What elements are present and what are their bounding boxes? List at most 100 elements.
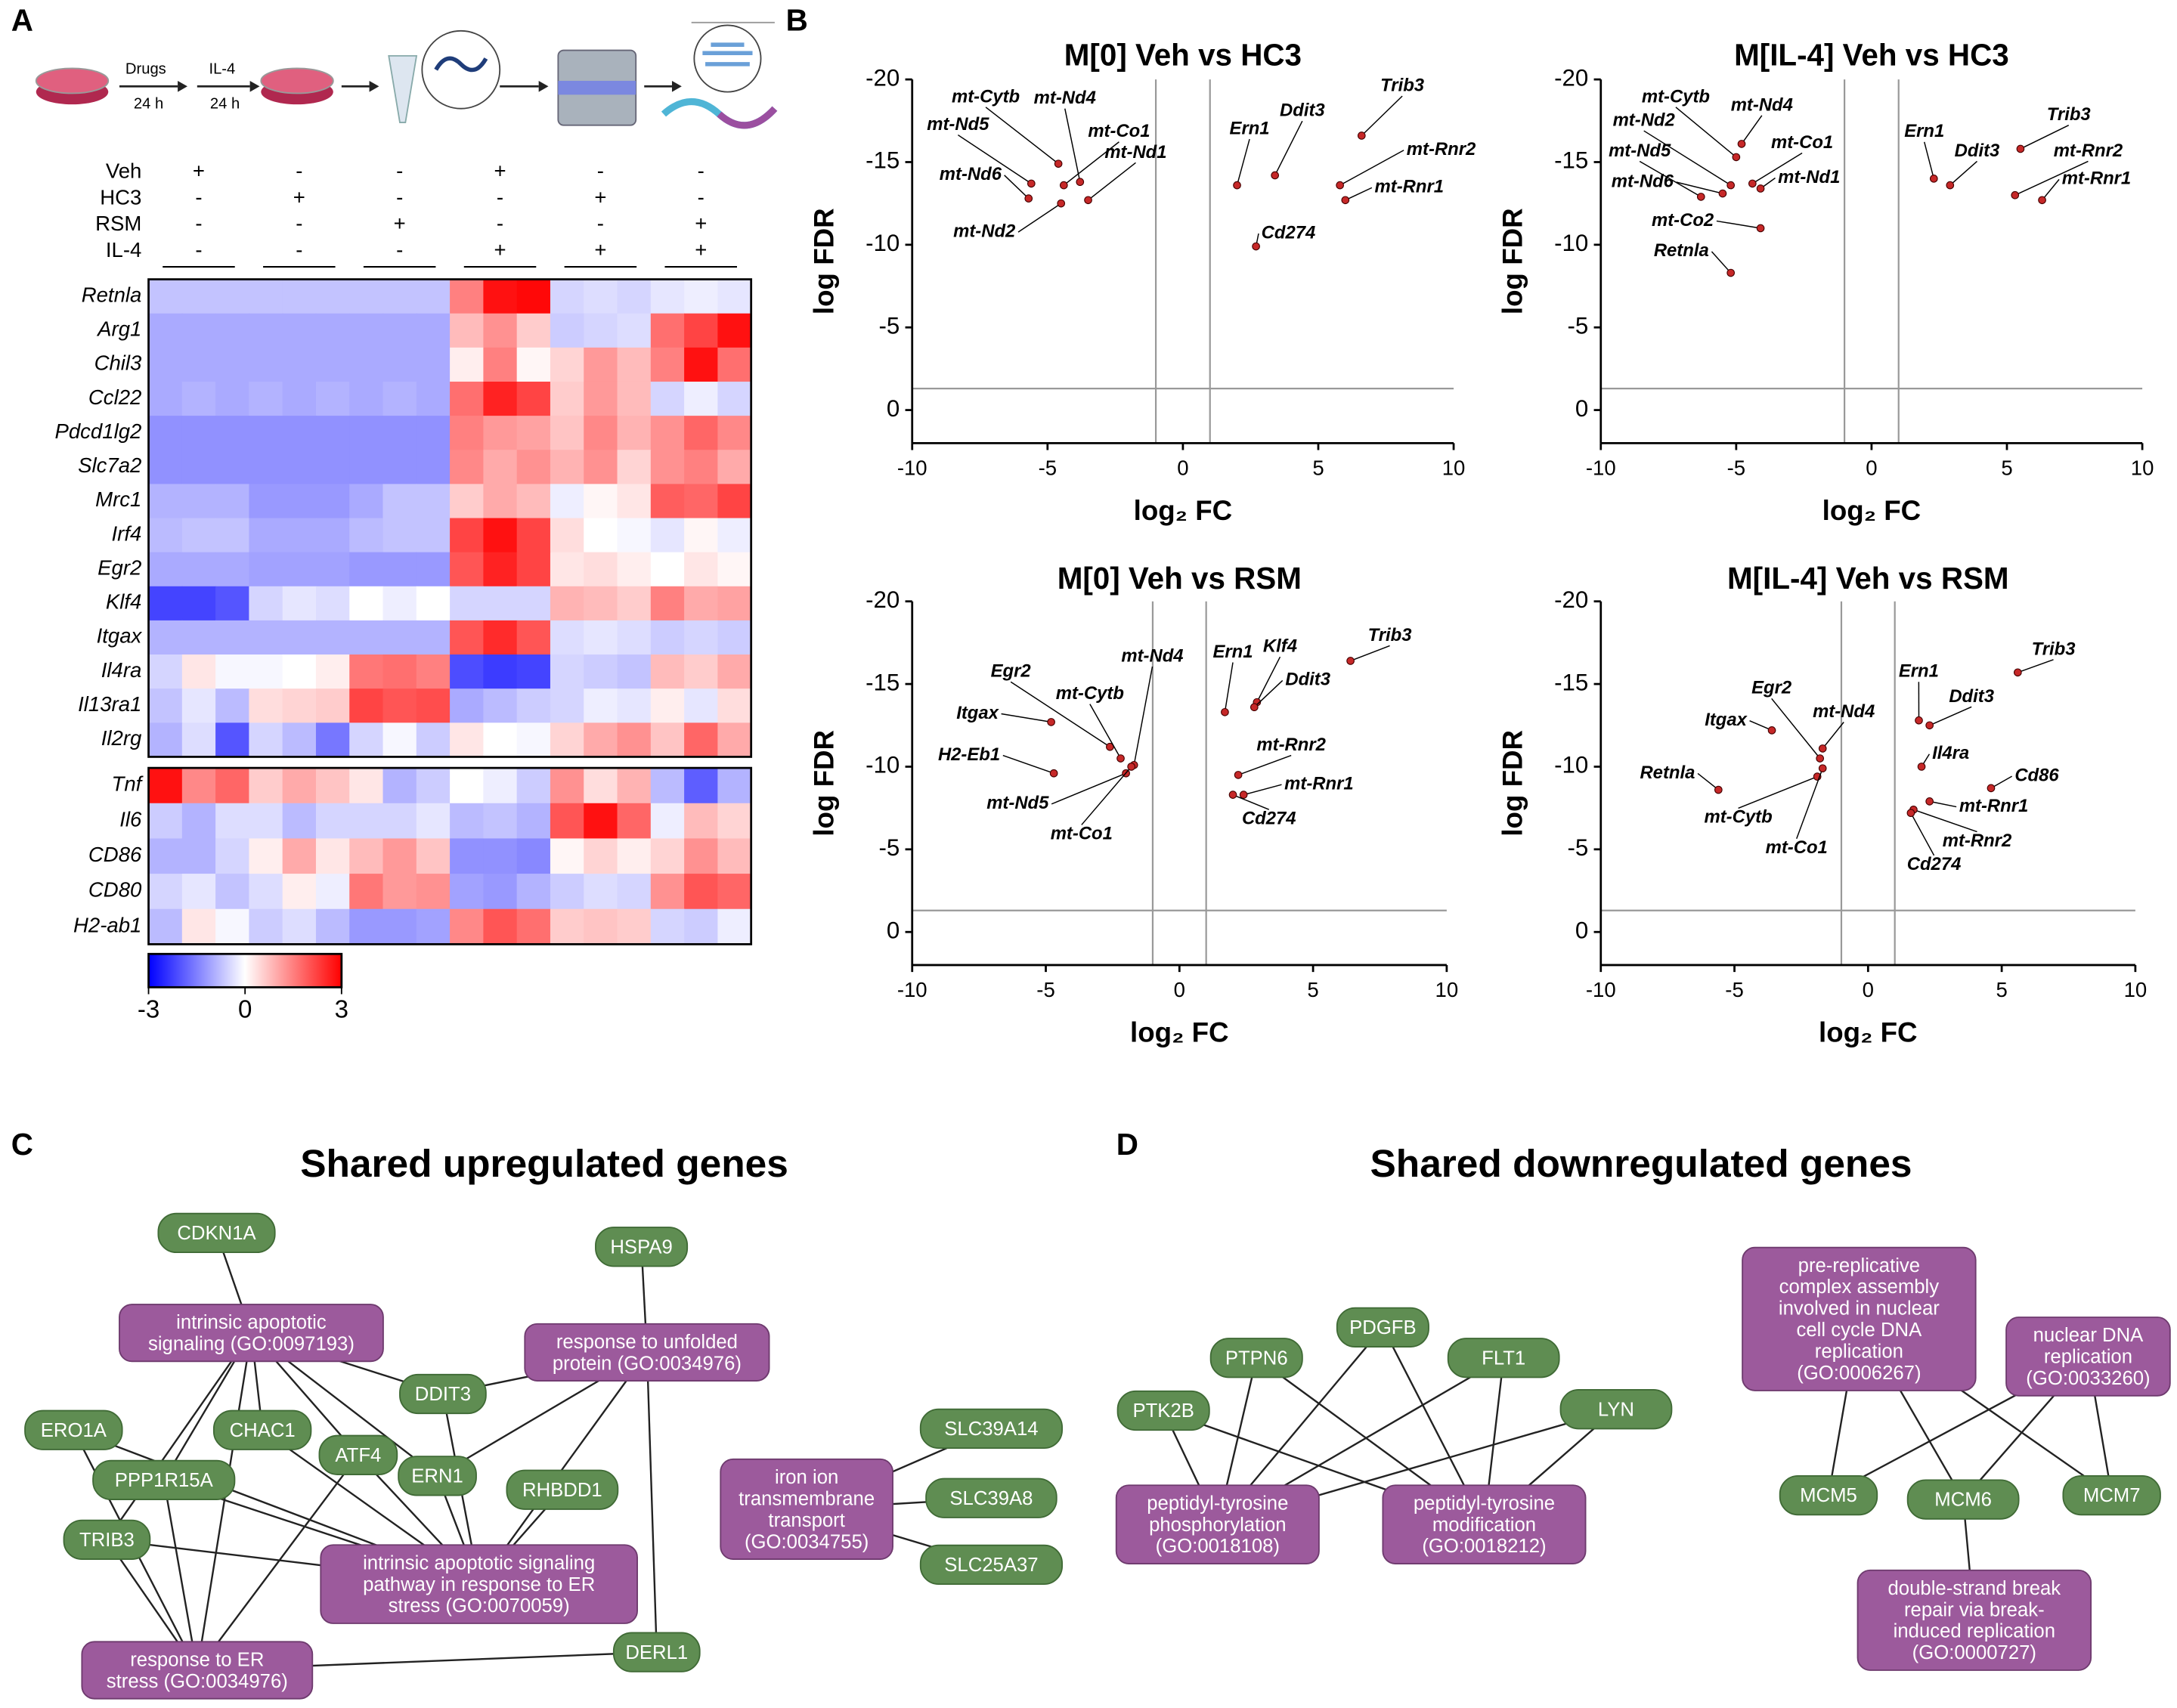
point (1915, 716, 1923, 725)
heatmap-cell (717, 279, 752, 314)
heatmap-cell (315, 552, 350, 587)
heatmap-cell (550, 279, 584, 314)
heatmap-cell (717, 552, 752, 587)
heatmap-cell (483, 313, 518, 348)
heatmap-cell (181, 654, 216, 689)
heatmap-cell (315, 908, 350, 945)
heatmap-cell (550, 586, 584, 621)
gene-annotation: Trib3 (2032, 639, 2076, 659)
heatmap-cell (650, 484, 685, 519)
x-tick-label: 5 (1996, 978, 2007, 1001)
gene-label: Il4ra (101, 658, 142, 682)
leader-line (1924, 141, 1935, 179)
plot-title: M[0] Veh vs HC3 (1064, 37, 1302, 72)
condition-mark: + (494, 238, 506, 261)
y-tick-label: -15 (866, 147, 900, 174)
node-label: CHAC1 (230, 1420, 296, 1441)
heatmap-cell (516, 688, 551, 724)
point (1714, 785, 1723, 794)
node-label: iron ion (775, 1467, 838, 1488)
node-label: PTK2B (1132, 1400, 1194, 1422)
heatmap-cell (148, 347, 183, 382)
point (1732, 153, 1741, 162)
heatmap-cell (684, 484, 719, 519)
condition-mark: - (597, 212, 604, 235)
term-node (2005, 1317, 2171, 1397)
node-label: PDGFB (1349, 1317, 1417, 1338)
heatmap-cell (282, 450, 317, 485)
gene-annotation: mt-Cytb (1056, 683, 1124, 704)
node-label: phosphorylation (1149, 1515, 1286, 1536)
condition-label: HC3 (100, 185, 141, 209)
heatmap-cell (181, 552, 216, 587)
heatmap-cell (215, 908, 250, 945)
point (1726, 268, 1735, 277)
term-node (720, 1458, 893, 1560)
point (1726, 181, 1735, 190)
heatmap-cell (550, 484, 584, 519)
node-label: induced replication (1894, 1621, 2055, 1642)
heatmap-cell (650, 450, 685, 485)
leader-line (1771, 698, 1821, 759)
heatmap-cell (416, 279, 451, 314)
node-label: (GO:0034755) (745, 1531, 869, 1552)
heatmap-cell (416, 552, 451, 587)
heatmap-cell (181, 874, 216, 910)
heatmap-cell (416, 416, 451, 450)
heatmap-cell (584, 313, 618, 348)
heatmap-cell (684, 620, 719, 655)
heatmap-cell (215, 768, 250, 804)
heatmap-cell (550, 552, 584, 587)
point (1228, 791, 1237, 799)
node-label: MCM6 (1934, 1490, 1992, 1511)
leader-line (1796, 768, 1823, 840)
point (2011, 190, 2020, 200)
heatmap-cell (148, 450, 183, 485)
heatmap-cell (282, 908, 317, 945)
gene-node (1336, 1307, 1429, 1348)
heatmap-cell (550, 838, 584, 874)
heatmap-cell (315, 838, 350, 874)
leader-line (1017, 203, 1062, 233)
gene-annotation: mt-Nd5 (986, 793, 1049, 813)
heatmap-cell (382, 803, 417, 840)
heatmap-cell (315, 381, 350, 416)
y-tick-label: -20 (1554, 64, 1588, 91)
leader-line (1711, 251, 1732, 274)
panel-label: A (11, 2, 33, 37)
leader-line (1274, 120, 1303, 176)
y-tick-label: -5 (1567, 834, 1588, 861)
heatmap-cell (617, 450, 652, 485)
heatmap-cell (315, 586, 350, 621)
leader-line (1224, 662, 1234, 713)
leader-line (2018, 659, 2054, 673)
gene-annotation: Ern1 (1230, 119, 1270, 139)
leader-line (2041, 178, 2060, 201)
heatmap-cell (249, 381, 283, 416)
leader-line (1949, 160, 1977, 186)
node-label: TRIB3 (79, 1530, 135, 1551)
point (1027, 179, 1036, 188)
point (1233, 181, 1241, 190)
heatmap-cell (349, 838, 384, 874)
heatmap-cell (516, 654, 551, 689)
heatmap-cell (684, 908, 719, 945)
heatmap-cell (148, 908, 183, 945)
heatmap-cell (249, 722, 283, 758)
condition-mark: + (594, 238, 606, 261)
heatmap-cell (416, 874, 451, 910)
x-tick-label: -10 (1586, 978, 1616, 1001)
heatmap-cell (416, 654, 451, 689)
node-label: SLC39A14 (944, 1419, 1038, 1440)
rna (434, 56, 488, 73)
leader-line (1675, 107, 1737, 158)
point (1127, 763, 1135, 771)
heatmap-cell (650, 803, 685, 840)
gene-node (1779, 1474, 1878, 1516)
gene-annotation: Trib3 (1380, 76, 1424, 96)
gene-annotation: Itgax (956, 703, 999, 723)
heatmap-cell (249, 552, 283, 587)
gene-annotation: mt-Nd4 (1121, 645, 1183, 666)
heatmap-cell (181, 450, 216, 485)
leader-line (1716, 220, 1761, 229)
